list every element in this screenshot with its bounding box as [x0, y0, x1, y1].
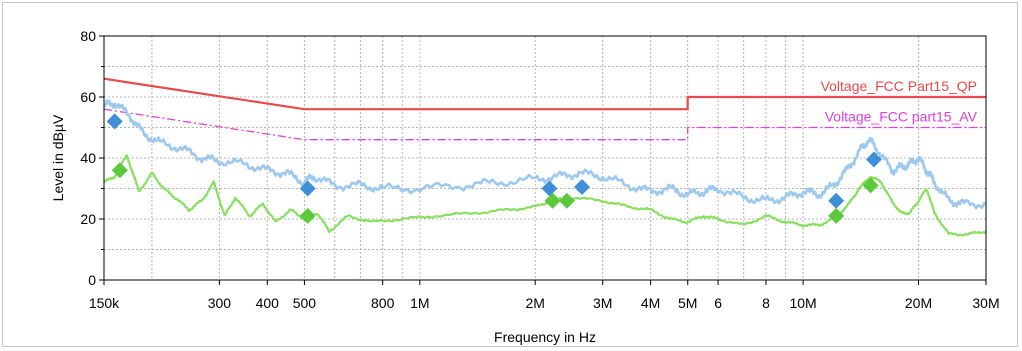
y-tick-label: 20: [80, 211, 96, 227]
x-tick-label: 30M: [972, 295, 999, 311]
marker-qp: [541, 180, 558, 197]
x-tick-label: 1M: [410, 295, 429, 311]
x-tick-label: 20M: [905, 295, 932, 311]
x-tick-label: 300: [208, 295, 232, 311]
limit-label-av: Voltage_FCC part15_AV: [825, 109, 978, 125]
x-tick-label: 8: [762, 295, 770, 311]
y-tick-label: 0: [88, 272, 96, 288]
y-axis-title: Level in dBµV: [50, 114, 66, 201]
limit-line-av: [103, 108, 986, 141]
x-tick-label: 4M: [641, 295, 660, 311]
series-line-peak: [102, 99, 987, 210]
y-tick-label: 80: [80, 28, 96, 44]
limit-label-qp: Voltage_FCC Part15_QP: [821, 78, 977, 94]
marker-qp: [106, 113, 123, 130]
marker-av: [558, 192, 575, 209]
x-tick-label: 800: [371, 295, 395, 311]
y-tick-label: 40: [80, 150, 96, 166]
marker-av: [828, 207, 845, 224]
x-tick-label: 500: [293, 295, 317, 311]
x-tick-label: 2M: [525, 295, 544, 311]
x-tick-label: 10M: [789, 295, 816, 311]
y-tick-label: 60: [80, 89, 96, 105]
peak-markers: [106, 113, 882, 224]
marker-qp: [299, 180, 316, 197]
marker-av: [544, 192, 561, 209]
x-tick-label: 3M: [593, 295, 612, 311]
marker-qp: [828, 192, 845, 209]
x-tick-label: 150k: [89, 295, 120, 311]
marker-av: [862, 177, 879, 194]
limit-line-qp: [103, 77, 986, 111]
x-tick-label: 6: [714, 295, 722, 311]
marker-qp: [865, 151, 882, 168]
axis-ticks: 0 20 40 60 80 150k 300 400 500 800 1M 2M 3M 4M 5M 6 8 10M…: [80, 28, 999, 311]
marker-av: [111, 162, 128, 179]
marker-qp: [574, 179, 590, 195]
limit-lines: Voltage_FCC Part15_QP Voltage_FCC part15_…: [103, 77, 986, 141]
x-axis-title: Frequency in Hz: [494, 329, 596, 345]
x-tick-label: 5M: [678, 295, 697, 311]
x-tick-label: 400: [256, 295, 280, 311]
marker-av: [299, 207, 316, 224]
